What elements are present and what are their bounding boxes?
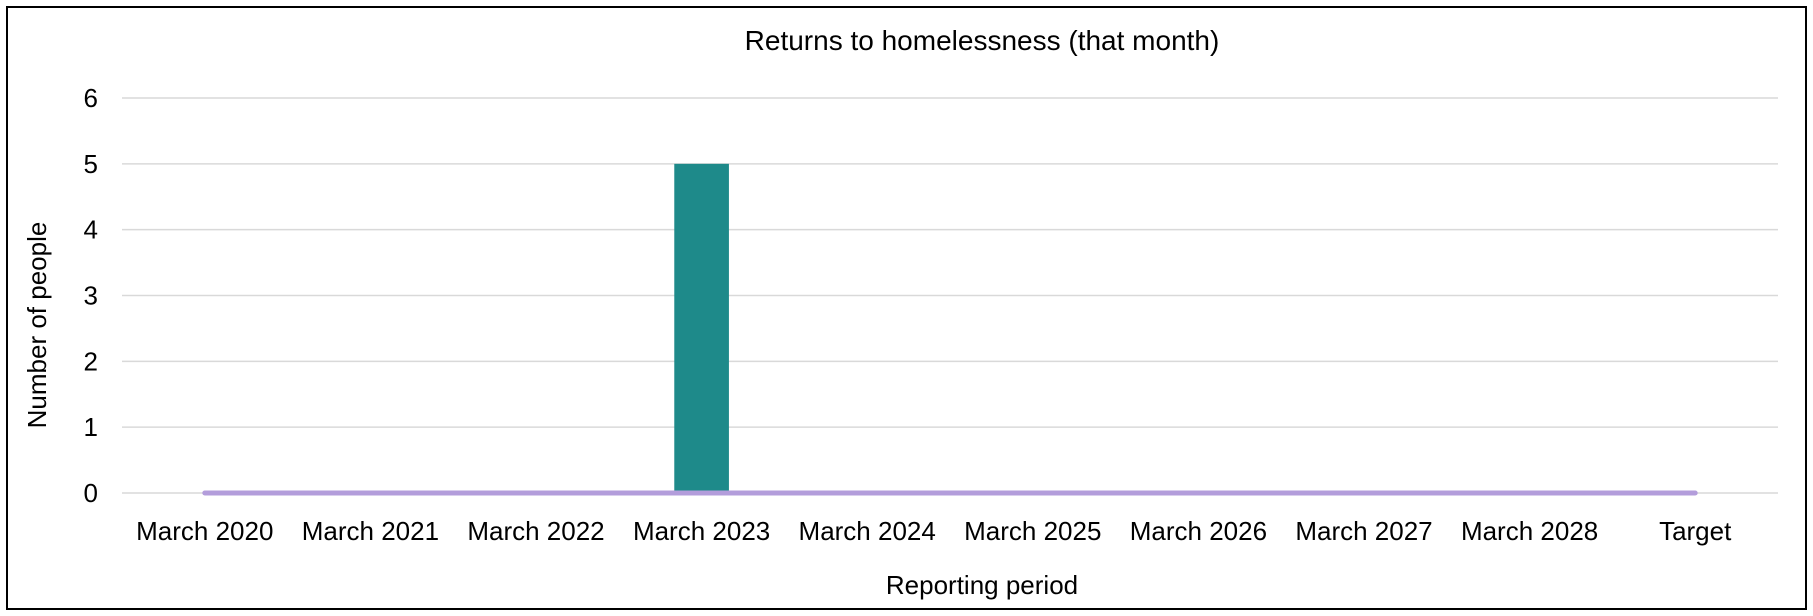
y-tick-label: 0 xyxy=(84,478,98,508)
y-axis-title: Number of people xyxy=(22,222,52,429)
x-tick-label: Target xyxy=(1659,516,1732,546)
chart-frame: Returns to homelessness (that month) 0 1 2… xyxy=(6,6,1807,610)
x-tick-label: March 2025 xyxy=(964,516,1101,546)
y-tick-label: 1 xyxy=(84,412,98,442)
x-tick-label: March 2026 xyxy=(1130,516,1267,546)
y-axis-ticks: 0 1 2 3 4 5 6 xyxy=(84,83,98,508)
x-tick-label: March 2023 xyxy=(633,516,770,546)
chart-title: Returns to homelessness (that month) xyxy=(745,25,1220,56)
x-axis-ticks: March 2020 March 2021 March 2022 March 2023… xyxy=(136,516,1732,546)
y-tick-label: 6 xyxy=(84,83,98,113)
gridlines xyxy=(122,97,1778,494)
x-axis-title: Reporting period xyxy=(886,570,1078,600)
bar-march-2023 xyxy=(674,163,729,494)
x-tick-label: March 2021 xyxy=(302,516,439,546)
y-tick-label: 5 xyxy=(84,149,98,179)
y-tick-label: 2 xyxy=(84,346,98,376)
bars xyxy=(674,163,729,494)
x-tick-label: March 2020 xyxy=(136,516,273,546)
y-tick-label: 3 xyxy=(84,281,98,311)
y-tick-label: 4 xyxy=(84,215,98,245)
bar-chart: Returns to homelessness (that month) 0 1 2… xyxy=(22,25,1778,600)
x-tick-label: March 2027 xyxy=(1295,516,1432,546)
x-tick-label: March 2022 xyxy=(467,516,604,546)
x-tick-label: March 2024 xyxy=(799,516,936,546)
x-tick-label: March 2028 xyxy=(1461,516,1598,546)
